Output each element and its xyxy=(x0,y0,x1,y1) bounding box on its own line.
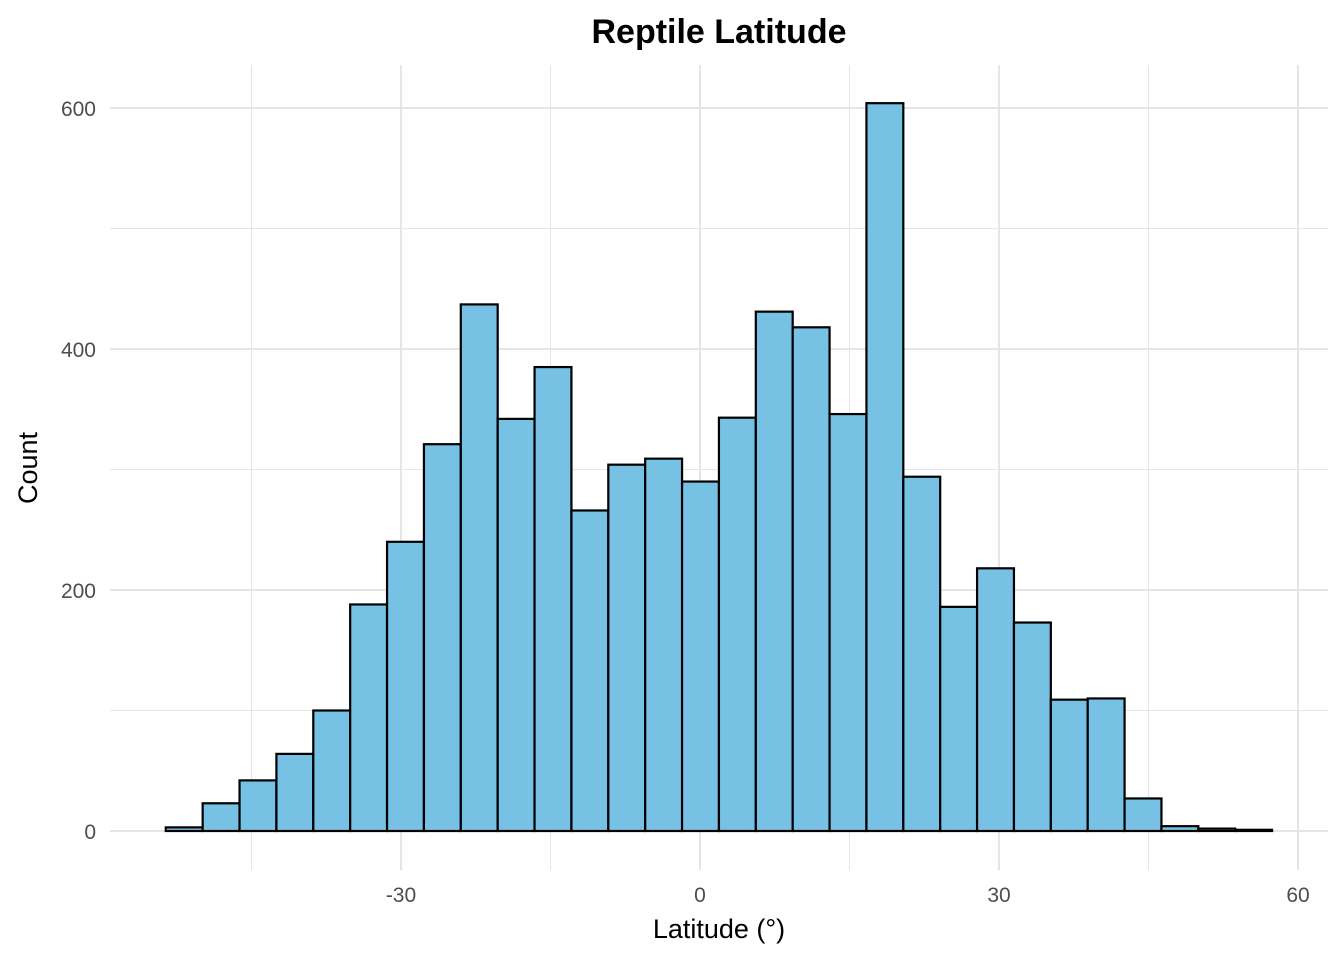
histogram-bar xyxy=(939,605,979,833)
histogram-bar xyxy=(1160,825,1200,833)
y-axis-label: Count xyxy=(13,431,43,504)
histogram-bar xyxy=(680,480,721,833)
histogram-bar xyxy=(754,310,794,833)
histogram-bar xyxy=(717,416,757,833)
x-tick-label: 30 xyxy=(987,884,1010,907)
x-axis-label: Latitude (°) xyxy=(653,914,785,944)
histogram-bar xyxy=(1123,797,1163,833)
histogram-bar xyxy=(1049,698,1089,833)
y-tick-label: 600 xyxy=(61,98,96,121)
histogram-bar xyxy=(975,567,1016,833)
histogram-bar xyxy=(201,802,241,833)
histogram-bar xyxy=(533,365,573,833)
histogram-bar xyxy=(422,443,462,833)
y-tick-labels: 0 200 400 600 xyxy=(61,98,96,844)
chart-title: Reptile Latitude xyxy=(591,13,846,51)
y-tick-label: 0 xyxy=(84,821,96,844)
histogram-bar xyxy=(459,303,499,833)
histogram-bar xyxy=(496,417,536,833)
histogram-bar xyxy=(238,779,278,833)
histogram-bar xyxy=(865,102,905,833)
y-tick-label: 200 xyxy=(61,580,96,603)
x-tick-label: -30 xyxy=(386,884,416,907)
histogram-bar xyxy=(312,709,352,833)
histogram-bar xyxy=(385,540,426,833)
histogram-bar xyxy=(349,603,389,833)
histogram-bar xyxy=(902,475,942,833)
histogram-bar xyxy=(828,412,868,833)
histogram-bar xyxy=(570,509,610,833)
histogram-bar xyxy=(1234,828,1274,833)
histogram-bar xyxy=(791,326,831,833)
histogram-bar xyxy=(607,463,647,833)
x-tick-label: 60 xyxy=(1286,884,1309,907)
histogram-bar xyxy=(275,752,315,833)
x-tick-labels: -30 0 30 60 xyxy=(386,884,1310,907)
histogram-bar xyxy=(644,457,684,833)
histogram-bar xyxy=(1012,621,1052,833)
x-tick-label: 0 xyxy=(694,884,706,907)
histogram-bar xyxy=(164,826,204,833)
bars xyxy=(164,102,1274,833)
histogram-bar xyxy=(1086,697,1126,833)
y-tick-label: 400 xyxy=(61,339,96,362)
histogram-bar xyxy=(1197,827,1237,833)
